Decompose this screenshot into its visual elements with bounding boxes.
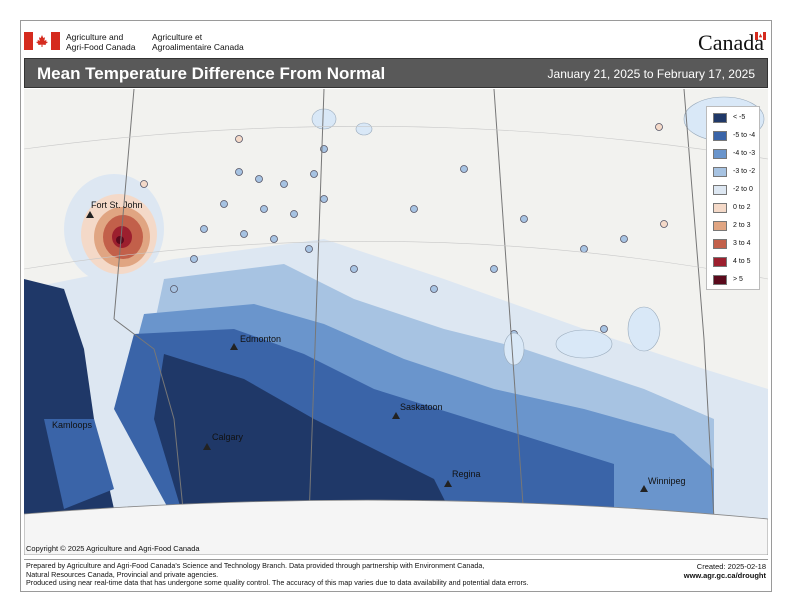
map-title: Mean Temperature Difference From Normal [37,64,386,83]
city-marker [392,412,400,419]
footer-notes: Prepared by Agriculture and Agri-Food Ca… [26,561,529,588]
city-label-fort-st-john: Fort St. John [91,200,143,210]
temperature-map [24,89,768,555]
city-label-winnipeg: Winnipeg [648,476,686,486]
legend-swatch [713,275,727,285]
legend-swatch [713,185,727,195]
website-link[interactable]: www.agr.gc.ca/drought [683,571,766,580]
city-label-saskatoon: Saskatoon [400,402,443,412]
footer-meta: Created: 2025-02-18 www.agr.gc.ca/drough… [684,562,766,580]
canada-flag-icon [24,32,60,50]
legend-swatch [713,203,727,213]
canada-wordmark: Canada [698,30,766,55]
legend-swatch [713,149,727,159]
legend-swatch [713,113,727,123]
city-label-kamloops: Kamloops [52,420,93,430]
city-marker [640,485,648,492]
department-name-fr: Agriculture et Agroalimentaire Canada [152,32,244,52]
city-label-regina: Regina [452,469,481,479]
copyright: Copyright © 2025 Agriculture and Agri-Fo… [26,544,200,553]
title-bar: Mean Temperature Difference From Normal … [24,58,768,88]
date-range: January 21, 2025 to February 17, 2025 [547,67,755,81]
map-area [24,89,768,555]
legend-swatch [713,131,727,141]
footer: Prepared by Agriculture and Agri-Food Ca… [24,559,768,590]
wordmark-flag-icon [755,32,766,40]
city-marker [86,211,94,218]
legend-swatch [713,221,727,231]
legend-swatch [713,167,727,177]
city-marker [444,480,452,487]
city-label-calgary: Calgary [212,432,244,442]
department-name-en: Agriculture and Agri-Food Canada [66,32,136,52]
city-label-edmonton: Edmonton [240,334,282,344]
legend: < -5 -5 to -4 -4 to -3 -3 to -2 -2 to 0 … [706,106,760,290]
map-frame [20,20,772,592]
city-marker [203,443,211,450]
legend-swatch [713,257,727,267]
header: Agriculture and Agri-Food Canada Agricul… [22,28,770,56]
city-marker [230,343,238,350]
created-date: Created: 2025-02-18 [696,562,766,571]
legend-swatch [713,239,727,249]
